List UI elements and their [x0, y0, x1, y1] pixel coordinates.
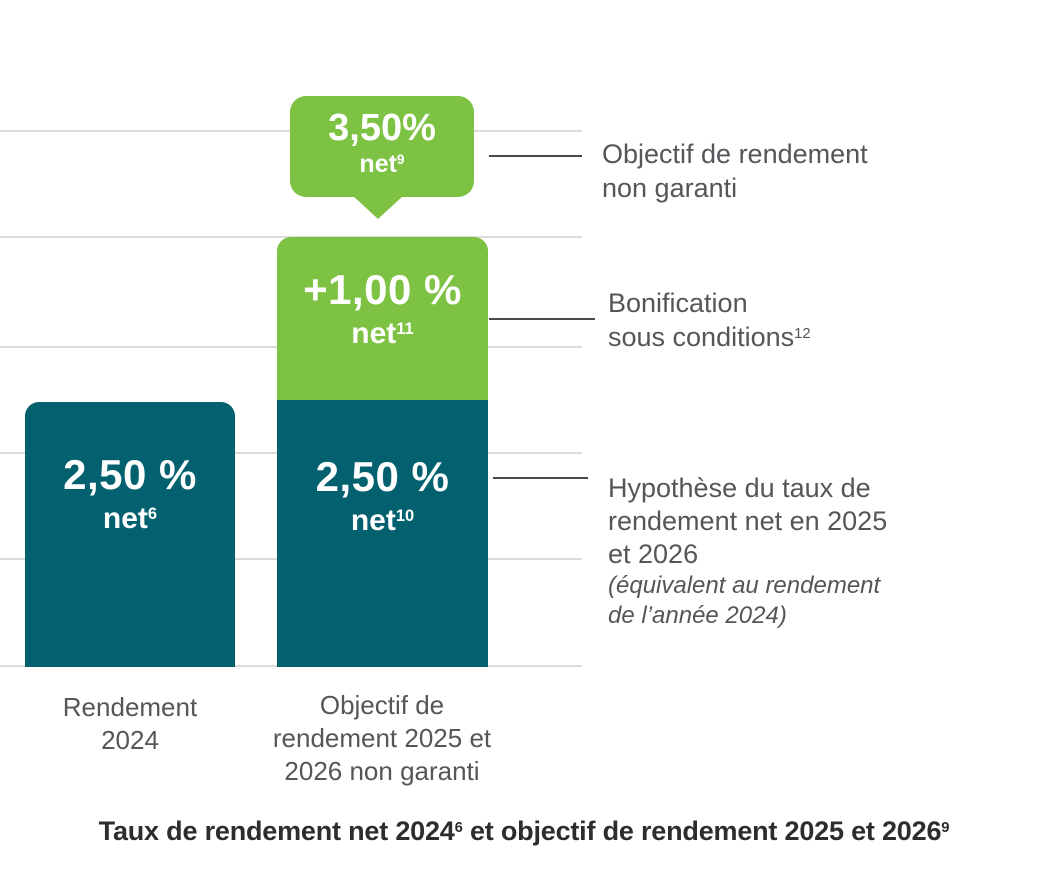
- footnote-ref: 9: [396, 152, 405, 168]
- footnote-ref: 9: [941, 819, 950, 836]
- chart-title: Taux de rendement net 20246 et objectif …: [98, 816, 950, 846]
- callout-pointer-icon: [352, 195, 404, 219]
- bar-bonification-label: +1,00 % net11: [277, 265, 488, 357]
- axis-label-objectif-2025-2026: Objectif de rendement 2025 et 2026 non g…: [272, 690, 492, 786]
- bar-value: 2,50 %: [315, 453, 450, 500]
- bar-objectif-base-segment: 2,50 % net10: [277, 400, 488, 667]
- bar-value: 2,50 %: [63, 451, 197, 498]
- footnote-ref: 12: [794, 325, 811, 342]
- bar-unit: net10: [350, 504, 415, 537]
- connector-line-hypothese: [493, 477, 588, 479]
- connector-line-bonification: [489, 318, 595, 320]
- annotation-line: Bonification: [608, 288, 748, 318]
- annotation-line-italic: de l’année 2024): [608, 602, 787, 629]
- callout-unit: net9: [359, 150, 405, 178]
- bar-unit: net6: [102, 502, 158, 535]
- connector-line-objectif: [489, 155, 582, 157]
- total-callout-bubble: 3,50% net9: [290, 96, 474, 197]
- annotation-objectif: Objectif de rendement non garanti: [602, 137, 868, 205]
- bar-rendement-2024-label: 2,50 % net6: [25, 450, 235, 542]
- footnote-ref: 6: [454, 819, 463, 836]
- bar-unit: net11: [351, 317, 414, 350]
- annotation-line: sous conditions12: [608, 322, 811, 352]
- footnote-ref: 11: [396, 319, 414, 338]
- footnote-ref: 10: [395, 506, 415, 525]
- annotation-line: Hypothèse du taux de: [608, 473, 871, 503]
- annotation-line: Objectif de rendement: [602, 139, 868, 169]
- annotation-line: et 2026: [608, 539, 699, 569]
- footnote-ref: 6: [147, 504, 158, 523]
- callout-value: 3,50%: [328, 107, 436, 149]
- axis-label-rendement-2024: Rendement 2024: [62, 692, 198, 755]
- annotation-line-italic: (équivalent au rendement: [608, 572, 881, 599]
- annotation-hypothese: Hypothèse du taux de rendement net en 20…: [608, 472, 887, 631]
- annotation-bonification: Bonification sous conditions12: [608, 286, 811, 359]
- annotation-line: rendement net en 2025: [608, 506, 888, 536]
- bar-rendement-2024: 2,50 % net6: [25, 402, 235, 667]
- bar-bonification-segment: +1,00 % net11: [277, 237, 488, 400]
- bar-objectif-base-label: 2,50 % net10: [277, 452, 488, 544]
- bar-value: +1,00 %: [303, 266, 462, 313]
- annotation-line: non garanti: [602, 173, 738, 203]
